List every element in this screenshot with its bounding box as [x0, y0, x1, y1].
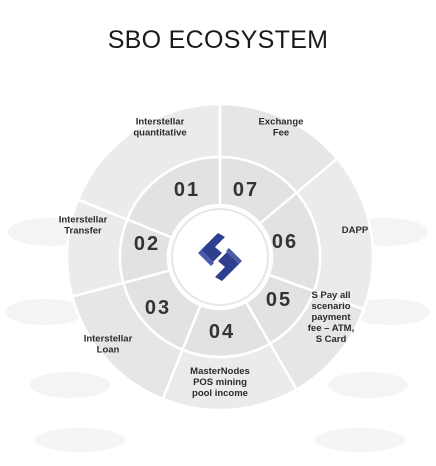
- inner-segment-03: [121, 268, 203, 352]
- center-disc: [171, 208, 269, 306]
- inner-segment-01: [125, 155, 222, 240]
- segment-label-06: DAPP: [342, 225, 369, 236]
- inner-segment-02: [118, 217, 174, 285]
- inner-segment-06: [258, 190, 322, 293]
- segment-number-04: 04: [209, 321, 235, 343]
- segment-number-07: 07: [233, 179, 259, 201]
- segment-label-07: Exchange Fee: [259, 117, 304, 139]
- segment-number-05: 05: [266, 289, 292, 311]
- segment-number-03: 03: [145, 297, 171, 319]
- segment-number-01: 01: [174, 179, 200, 201]
- segment-label-04: MasterNodes POS mining pool income: [190, 366, 250, 399]
- page-title: SBO ECOSYSTEM: [107, 26, 329, 54]
- segment-number-02: 02: [134, 233, 160, 255]
- segment-number-06: 06: [272, 231, 298, 253]
- inner-segment-07: [218, 155, 299, 226]
- sbo-logo-icon: [198, 233, 242, 281]
- segment-label-03: Interstellar Loan: [84, 334, 133, 356]
- segment-label-01: Interstellar quantitative: [133, 117, 186, 139]
- segment-label-05: S Pay all scenario payment fee – ATM, S Card: [308, 290, 354, 345]
- segment-label-02: Interstellar Transfer: [59, 215, 108, 237]
- inner-segment-04: [180, 300, 272, 359]
